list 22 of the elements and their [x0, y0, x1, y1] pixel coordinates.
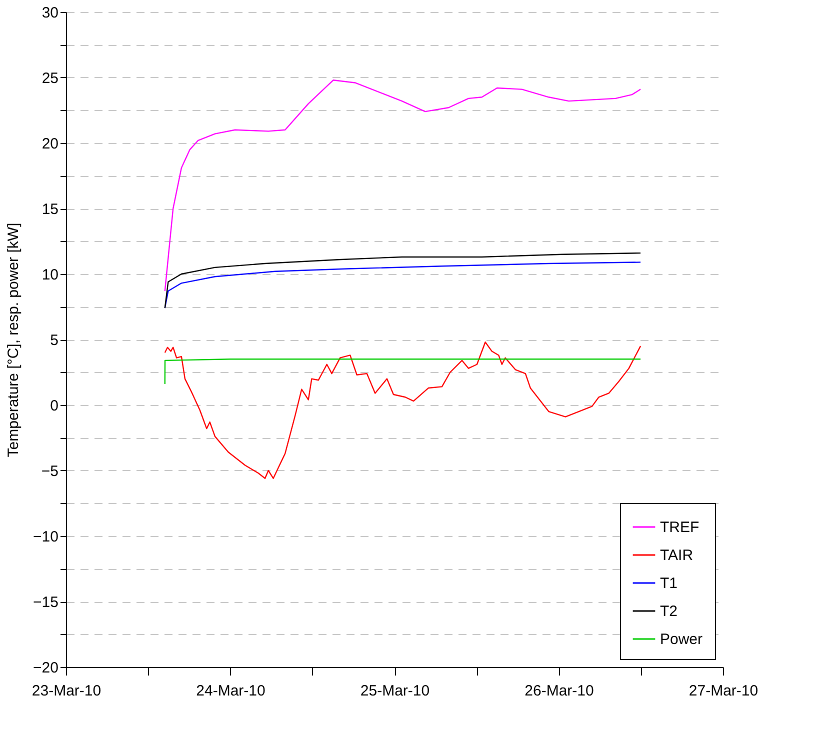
legend-label: T1	[660, 575, 678, 592]
y-tick-label: 10	[42, 266, 58, 284]
legend-label: T2	[660, 603, 678, 620]
x-tick-label: 24-Mar-10	[196, 682, 266, 700]
x-tick-label: 23-Mar-10	[32, 682, 102, 700]
y-axis-title: Temperature [°C], resp. power [kW]	[5, 222, 22, 458]
y-tick-label: 5	[50, 332, 58, 349]
y-tick-label: 20	[42, 136, 58, 152]
legend-label: TREF	[660, 519, 700, 536]
y-tick-label: 0	[50, 398, 58, 414]
y-tick-label: −20	[33, 660, 58, 676]
y-tick-label: 30	[42, 4, 58, 22]
legend-label: TAIR	[660, 547, 694, 564]
x-tick-label: 27-Mar-10	[688, 682, 758, 700]
y-tick-label: −5	[41, 463, 58, 480]
x-tick-label: 25-Mar-10	[360, 682, 430, 700]
y-tick-label: 15	[42, 201, 58, 218]
y-tick-label: −10	[33, 528, 58, 546]
x-tick-label: 26-Mar-10	[524, 682, 594, 700]
y-tick-label: 25	[42, 70, 58, 87]
y-tick-label: −15	[33, 594, 58, 611]
legend-label: Power	[660, 631, 703, 648]
